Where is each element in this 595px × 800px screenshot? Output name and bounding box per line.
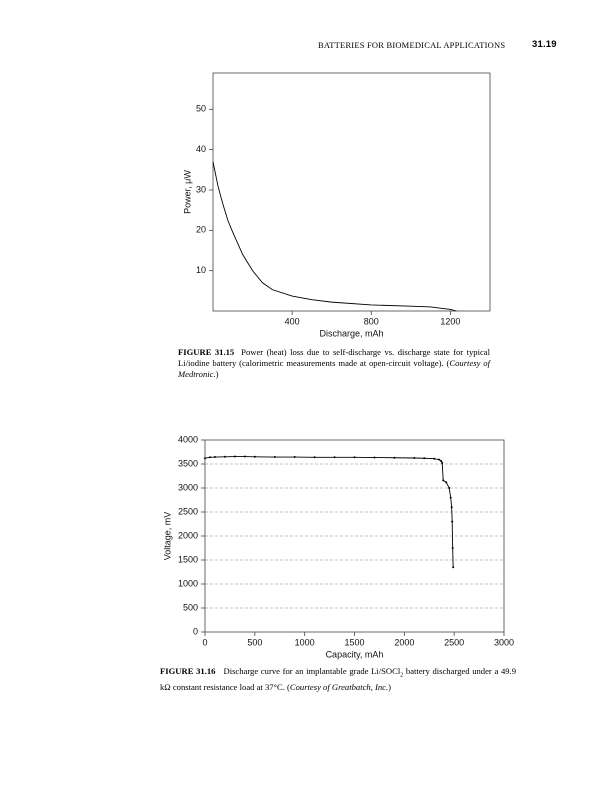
y-tick-label: 2500 bbox=[178, 506, 198, 516]
x-tick-label: 2000 bbox=[394, 637, 414, 647]
caption: FIGURE 31.16 Discharge curve for an impl… bbox=[160, 666, 516, 693]
caption-credit: Courtesy of Greatbatch, Inc. bbox=[289, 681, 389, 692]
data-point bbox=[243, 455, 246, 458]
plot-frame bbox=[204, 439, 505, 633]
x-tick-label: 2500 bbox=[444, 637, 464, 647]
data-point bbox=[449, 496, 452, 499]
page-number: 31.19 bbox=[532, 39, 557, 50]
data-point bbox=[233, 455, 236, 458]
x-axis-label: Discharge, mAh bbox=[319, 328, 383, 338]
y-axis-label: Voltage, mV bbox=[162, 512, 172, 561]
data-point bbox=[450, 506, 453, 509]
y-axis-label: Power, μW bbox=[182, 170, 192, 214]
y-tick-label: 1500 bbox=[178, 554, 198, 564]
plot-frame bbox=[212, 72, 491, 312]
data-point bbox=[440, 460, 443, 463]
x-tick-label: 3000 bbox=[494, 637, 514, 647]
data-point bbox=[208, 456, 211, 459]
caption-credit: Courtesy of Medtronic. bbox=[178, 358, 490, 379]
caption-text: Discharge curve for an implantable grade… bbox=[223, 666, 401, 676]
caption-end: ) bbox=[215, 369, 219, 379]
data-line bbox=[204, 456, 454, 568]
y-tick-label: 3500 bbox=[178, 458, 198, 468]
y-tick-label: 4000 bbox=[178, 434, 198, 444]
y-tick-label: 500 bbox=[183, 602, 198, 612]
data-point bbox=[413, 457, 416, 459]
data-point bbox=[451, 520, 454, 523]
figure-label: FIGURE 31.16 bbox=[160, 666, 216, 676]
data-point bbox=[293, 456, 296, 459]
data-point bbox=[353, 456, 356, 459]
y-tick-label: 3000 bbox=[178, 482, 198, 492]
data-point bbox=[445, 481, 448, 484]
caption-text: Power (heat) loss due to self-discharge … bbox=[178, 347, 491, 368]
data-point bbox=[438, 458, 441, 461]
caption: FIGURE 31.15 Power (heat) loss due to se… bbox=[178, 347, 490, 380]
y-tick-label: 50 bbox=[196, 104, 206, 114]
y-tick-label: 20 bbox=[196, 225, 206, 235]
caption-end: ) bbox=[388, 681, 392, 692]
data-point bbox=[373, 456, 376, 459]
data-point bbox=[223, 455, 226, 458]
y-tick-label: 0 bbox=[193, 626, 198, 636]
data-point bbox=[253, 455, 256, 458]
x-tick-label: 400 bbox=[285, 316, 300, 326]
data-point bbox=[204, 457, 206, 460]
x-tick-label: 1200 bbox=[440, 316, 460, 326]
data-point bbox=[452, 566, 455, 569]
subscript: 2 bbox=[400, 672, 404, 679]
y-tick-label: 10 bbox=[196, 265, 206, 275]
y-tick-label: 1000 bbox=[178, 578, 198, 588]
data-point bbox=[448, 487, 451, 489]
data-point bbox=[442, 479, 445, 482]
x-tick-label: 1500 bbox=[344, 637, 364, 647]
data-point bbox=[433, 457, 436, 460]
x-tick-label: 500 bbox=[247, 637, 262, 647]
data-point bbox=[441, 462, 444, 465]
x-tick-label: 1000 bbox=[295, 637, 315, 647]
figure-label: FIGURE 31.15 bbox=[178, 347, 235, 357]
data-point bbox=[273, 456, 276, 459]
x-tick-label: 800 bbox=[364, 316, 379, 326]
data-point bbox=[451, 547, 454, 549]
data-point bbox=[333, 456, 336, 459]
x-axis-label: Capacity, mAh bbox=[326, 649, 384, 659]
y-tick-label: 30 bbox=[196, 184, 206, 194]
x-tick-label: 0 bbox=[202, 637, 207, 647]
running-head: BATTERIES FOR BIOMEDICAL APPLICATIONS bbox=[318, 40, 506, 50]
data-point bbox=[393, 456, 396, 459]
data-point bbox=[313, 456, 316, 459]
data-point bbox=[423, 457, 426, 460]
data-line bbox=[212, 161, 457, 312]
caption-text: battery discharged under a 49.9 kΩ const… bbox=[160, 666, 516, 692]
y-tick-label: 40 bbox=[196, 144, 206, 154]
data-point bbox=[213, 456, 216, 459]
y-tick-label: 2000 bbox=[178, 530, 198, 540]
